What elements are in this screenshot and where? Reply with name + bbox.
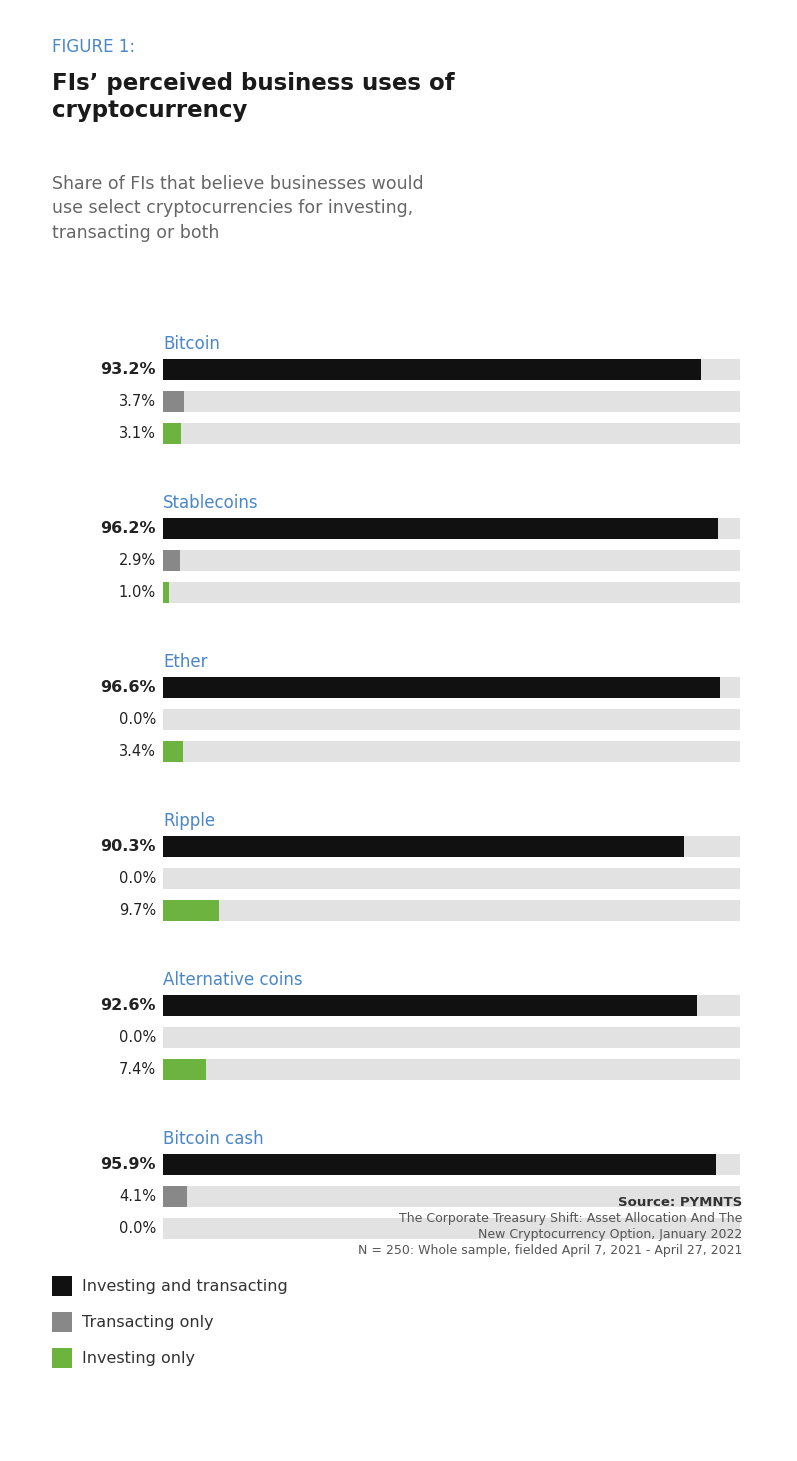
Bar (163, 519, 740, 539)
Text: 7.4%: 7.4% (119, 1062, 156, 1077)
Text: Source: PYMNTS: Source: PYMNTS (618, 1197, 742, 1210)
FancyBboxPatch shape (52, 1349, 72, 1367)
Text: Investing and transacting: Investing and transacting (82, 1278, 288, 1293)
Bar (163, 1218, 740, 1239)
Bar (163, 1059, 206, 1080)
Bar (163, 995, 740, 1015)
Text: 2.9%: 2.9% (119, 554, 156, 568)
Bar (163, 1154, 717, 1175)
FancyBboxPatch shape (52, 1275, 72, 1296)
Text: 95.9%: 95.9% (100, 1157, 156, 1172)
Text: FIs’ perceived business uses of
cryptocurrency: FIs’ perceived business uses of cryptocu… (52, 72, 454, 123)
Text: Transacting only: Transacting only (82, 1315, 214, 1330)
Text: New Cryptocurrency Option, January 2022: New Cryptocurrency Option, January 2022 (477, 1229, 742, 1240)
Bar (163, 392, 184, 412)
Text: 96.2%: 96.2% (100, 522, 156, 536)
Text: 0.0%: 0.0% (119, 871, 156, 885)
Bar (163, 392, 740, 412)
Text: Stablecoins: Stablecoins (163, 494, 258, 511)
Text: 0.0%: 0.0% (119, 1221, 156, 1236)
Text: 0.0%: 0.0% (119, 1030, 156, 1045)
Text: N = 250: Whole sample, fielded April 7, 2021 - April 27, 2021: N = 250: Whole sample, fielded April 7, … (358, 1243, 742, 1256)
Text: 93.2%: 93.2% (100, 362, 156, 377)
Text: Investing only: Investing only (82, 1350, 195, 1366)
Text: The Corporate Treasury Shift: Asset Allocation And The: The Corporate Treasury Shift: Asset Allo… (398, 1213, 742, 1224)
Bar (163, 424, 740, 444)
Bar (163, 1059, 740, 1080)
Bar (163, 741, 740, 763)
Bar (163, 836, 684, 858)
Bar (163, 995, 697, 1015)
Bar (163, 1186, 740, 1207)
Bar (163, 519, 718, 539)
Text: 3.4%: 3.4% (119, 744, 156, 760)
Bar (163, 581, 169, 603)
Bar (163, 836, 740, 858)
Text: 0.0%: 0.0% (119, 712, 156, 728)
Text: 3.7%: 3.7% (119, 394, 156, 409)
Text: 90.3%: 90.3% (100, 839, 156, 855)
Text: 96.6%: 96.6% (100, 679, 156, 695)
Bar (163, 549, 180, 571)
Text: Bitcoin cash: Bitcoin cash (163, 1129, 264, 1148)
Bar (163, 1154, 740, 1175)
Bar (163, 359, 701, 380)
Text: FIGURE 1:: FIGURE 1: (52, 38, 135, 56)
Bar (163, 676, 740, 698)
Bar (163, 1186, 186, 1207)
Text: 1.0%: 1.0% (119, 584, 156, 600)
Bar (163, 709, 740, 730)
Text: 92.6%: 92.6% (100, 998, 156, 1012)
FancyBboxPatch shape (52, 1312, 72, 1332)
Bar (163, 359, 740, 380)
Bar (163, 900, 740, 920)
Text: 9.7%: 9.7% (119, 903, 156, 918)
Bar (163, 581, 740, 603)
Bar (163, 424, 181, 444)
Text: Bitcoin: Bitcoin (163, 335, 220, 354)
Text: Share of FIs that believe businesses would
use select cryptocurrencies for inves: Share of FIs that believe businesses wou… (52, 175, 424, 241)
Bar (163, 549, 740, 571)
Bar (163, 868, 740, 888)
Text: Alternative coins: Alternative coins (163, 972, 303, 989)
Bar (163, 676, 720, 698)
Bar (163, 900, 219, 920)
Bar (163, 741, 183, 763)
Text: 4.1%: 4.1% (119, 1189, 156, 1204)
Text: Ripple: Ripple (163, 812, 215, 830)
Bar (163, 1027, 740, 1048)
Text: Ether: Ether (163, 653, 207, 671)
Text: 3.1%: 3.1% (119, 427, 156, 441)
